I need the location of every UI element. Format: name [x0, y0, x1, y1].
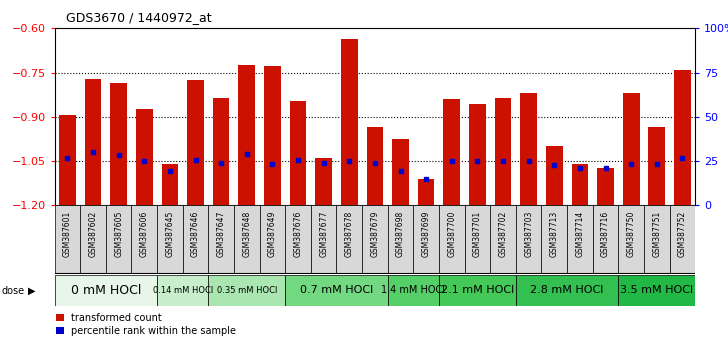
Text: GSM387605: GSM387605	[114, 211, 123, 257]
Bar	[649, 127, 665, 205]
Bar	[593, 205, 618, 274]
Bar	[162, 164, 178, 205]
Bar	[618, 275, 695, 306]
Bar	[285, 205, 311, 274]
Text: GSM387602: GSM387602	[89, 211, 98, 257]
Bar	[516, 275, 618, 306]
Text: GSM387647: GSM387647	[217, 211, 226, 257]
Text: 3.5 mM HOCl: 3.5 mM HOCl	[620, 285, 693, 295]
Bar	[644, 205, 670, 274]
Bar	[315, 158, 332, 205]
Text: GSM387752: GSM387752	[678, 211, 687, 257]
Bar	[55, 275, 157, 306]
Bar	[285, 275, 388, 306]
Bar	[392, 139, 409, 205]
Bar	[84, 79, 101, 205]
Text: 0.14 mM HOCl: 0.14 mM HOCl	[153, 286, 213, 295]
Bar	[516, 205, 542, 274]
Text: 0.35 mM HOCl: 0.35 mM HOCl	[217, 286, 277, 295]
Text: 2.1 mM HOCl: 2.1 mM HOCl	[440, 285, 514, 295]
Text: GSM387601: GSM387601	[63, 211, 72, 257]
Text: GSM387679: GSM387679	[371, 211, 379, 257]
Text: GSM387714: GSM387714	[575, 211, 585, 257]
Bar	[367, 127, 383, 205]
Text: GSM387677: GSM387677	[319, 211, 328, 257]
Bar	[55, 205, 80, 274]
Bar	[464, 205, 490, 274]
Bar	[495, 98, 511, 205]
Bar	[623, 93, 639, 205]
Bar	[571, 164, 588, 205]
Bar	[341, 39, 357, 205]
Bar	[418, 179, 435, 205]
Bar	[362, 205, 388, 274]
Text: GSM387699: GSM387699	[422, 211, 431, 257]
Text: GSM387703: GSM387703	[524, 211, 533, 257]
Bar	[546, 146, 563, 205]
Bar	[439, 275, 516, 306]
Bar	[311, 205, 336, 274]
Bar	[388, 275, 439, 306]
Text: GSM387702: GSM387702	[499, 211, 507, 257]
Bar	[260, 205, 285, 274]
Text: GSM387750: GSM387750	[627, 211, 636, 257]
Bar	[157, 275, 208, 306]
Bar	[567, 205, 593, 274]
Text: GSM387678: GSM387678	[345, 211, 354, 257]
Bar	[469, 104, 486, 205]
Legend: transformed count, percentile rank within the sample: transformed count, percentile rank withi…	[56, 313, 237, 336]
Bar	[208, 205, 234, 274]
Bar	[336, 205, 362, 274]
Bar	[234, 205, 260, 274]
Bar	[80, 205, 106, 274]
Text: GSM387646: GSM387646	[191, 211, 200, 257]
Text: GSM387648: GSM387648	[242, 211, 251, 257]
Text: GSM387698: GSM387698	[396, 211, 405, 257]
Text: GSM387701: GSM387701	[473, 211, 482, 257]
Text: 2.8 mM HOCl: 2.8 mM HOCl	[531, 285, 604, 295]
Bar	[213, 98, 229, 205]
Bar	[59, 115, 76, 205]
Bar	[208, 275, 285, 306]
Text: dose: dose	[1, 286, 25, 296]
Text: GDS3670 / 1440972_at: GDS3670 / 1440972_at	[66, 11, 211, 24]
Text: GSM387751: GSM387751	[652, 211, 661, 257]
Bar	[106, 205, 132, 274]
Bar	[111, 83, 127, 205]
Bar	[521, 93, 537, 205]
Text: 0.7 mM HOCl: 0.7 mM HOCl	[300, 285, 373, 295]
Bar	[618, 205, 644, 274]
Bar	[542, 205, 567, 274]
Text: ▶: ▶	[28, 286, 35, 296]
Bar	[674, 70, 691, 205]
Bar	[132, 205, 157, 274]
Text: GSM387649: GSM387649	[268, 211, 277, 257]
Bar	[187, 80, 204, 205]
Bar	[136, 109, 153, 205]
Text: GSM387700: GSM387700	[447, 211, 456, 257]
Text: GSM387713: GSM387713	[550, 211, 559, 257]
Bar	[439, 205, 464, 274]
Bar	[597, 169, 614, 205]
Text: 1.4 mM HOCl: 1.4 mM HOCl	[381, 285, 446, 295]
Text: GSM387606: GSM387606	[140, 211, 149, 257]
Text: GSM387645: GSM387645	[165, 211, 175, 257]
Bar	[388, 205, 414, 274]
Bar	[414, 205, 439, 274]
Text: GSM387716: GSM387716	[601, 211, 610, 257]
Bar	[264, 66, 281, 205]
Text: GSM387676: GSM387676	[293, 211, 303, 257]
Bar	[670, 205, 695, 274]
Bar	[183, 205, 208, 274]
Text: 0 mM HOCl: 0 mM HOCl	[71, 284, 141, 297]
Bar	[443, 99, 460, 205]
Bar	[490, 205, 516, 274]
Bar	[290, 101, 306, 205]
Bar	[239, 65, 255, 205]
Bar	[157, 205, 183, 274]
